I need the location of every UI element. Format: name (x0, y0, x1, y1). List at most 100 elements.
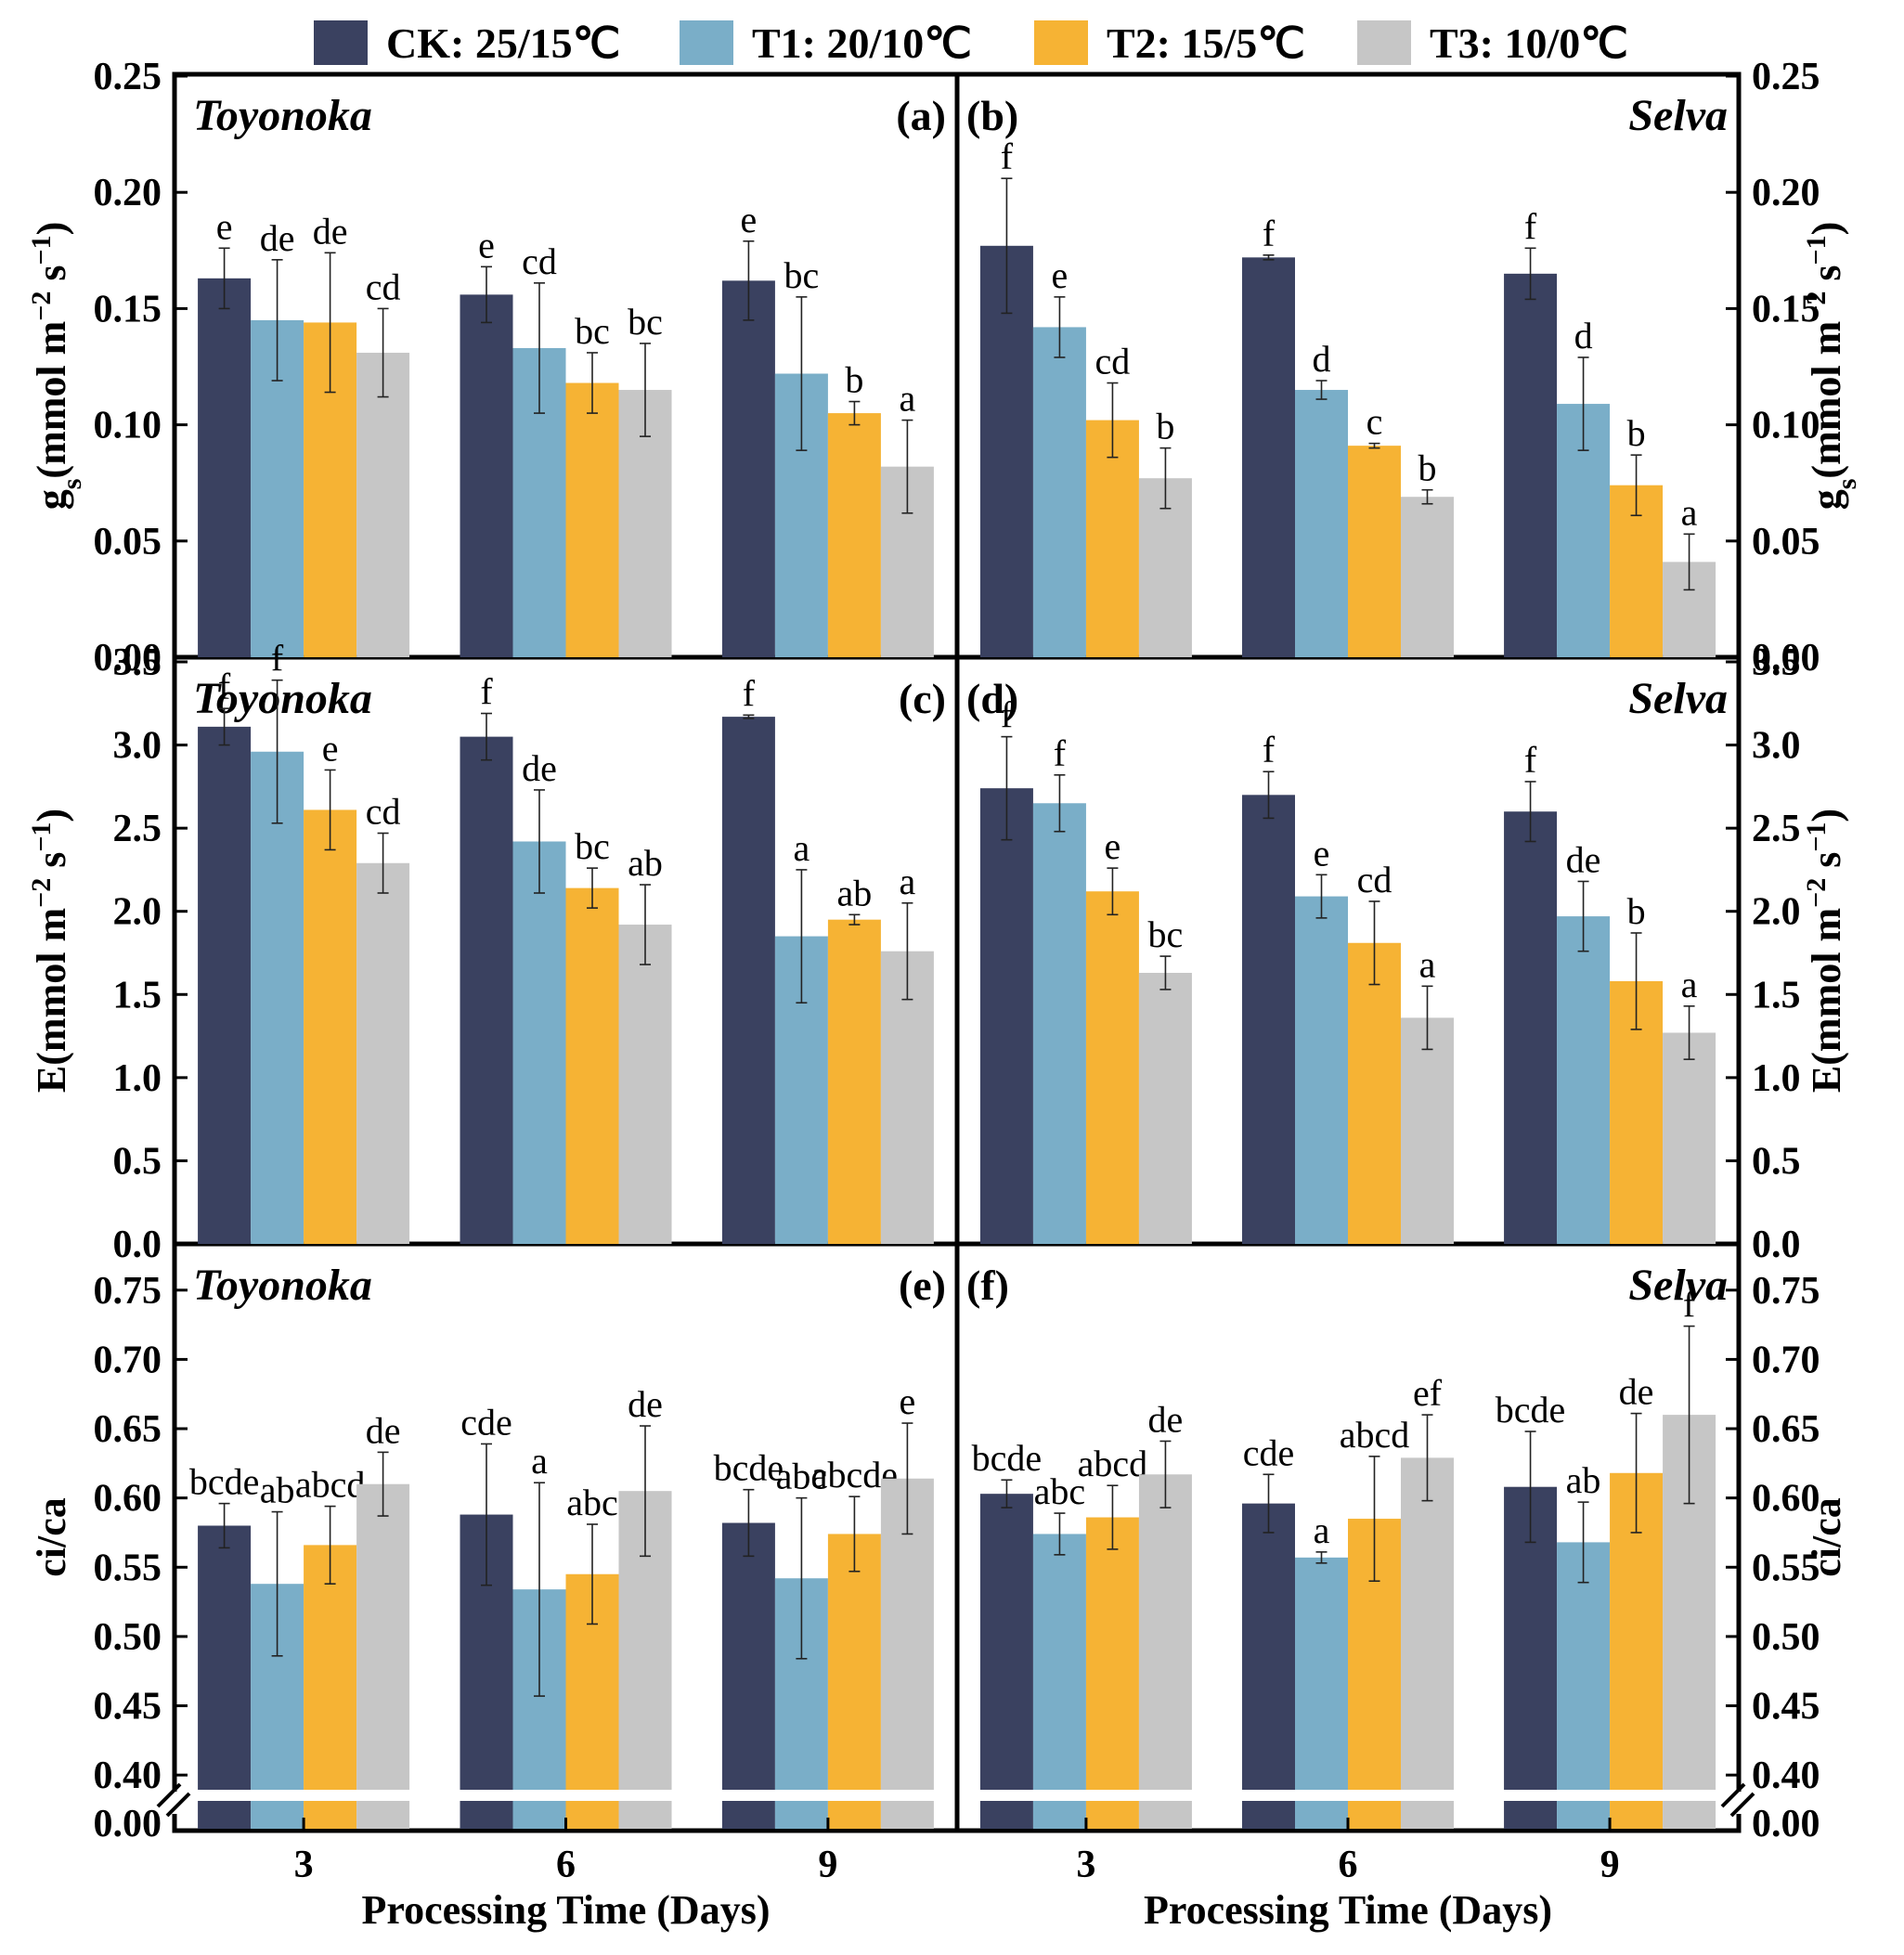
y-tick-label: 0.70 (1752, 1339, 1820, 1381)
bar (512, 841, 566, 1244)
significance-letter: d (1313, 338, 1331, 380)
bar (1401, 497, 1454, 657)
bar-stub (1295, 1801, 1348, 1829)
cultivar-label: Selva (1628, 1261, 1728, 1310)
bar (721, 280, 775, 657)
y-tick-label: 0.45 (94, 1686, 162, 1728)
bar-stub (251, 1801, 304, 1829)
legend-label: T1: 20/10℃ (752, 19, 972, 67)
bar (618, 925, 672, 1244)
significance-letter: a (900, 378, 916, 420)
bar-stub (979, 1801, 1033, 1829)
significance-letter: e (900, 1380, 916, 1422)
bar (1242, 795, 1295, 1244)
significance-letter: bc (628, 301, 663, 343)
axis-break-mark (1729, 1792, 1755, 1818)
bar (827, 413, 881, 657)
y-tick-label: 3.0 (1752, 725, 1801, 768)
y-tick-label: 0.75 (1752, 1270, 1820, 1313)
significance-letter: bcde (972, 1437, 1043, 1479)
y-tick-label: 0.25 (1752, 56, 1820, 98)
x-tick-label: 9 (818, 1844, 837, 1886)
significance-letter: de (313, 210, 348, 252)
bar-stub (721, 1801, 775, 1829)
significance-letter: f (218, 666, 231, 707)
panel-tag: (a) (896, 92, 946, 139)
significance-letter: f (743, 672, 756, 714)
cultivar-label: Toyonoka (193, 1261, 372, 1310)
bar (1401, 1457, 1454, 1790)
legend-label: T2: 15/5℃ (1107, 19, 1305, 67)
bar-stub (565, 1801, 619, 1829)
significance-letter: a (794, 827, 810, 869)
significance-letter: ab (628, 842, 663, 884)
significance-letter: ab (1566, 1459, 1601, 1501)
y-tick-label: 0.75 (94, 1270, 162, 1313)
bar (979, 1494, 1033, 1790)
significance-letter: f (1054, 732, 1067, 774)
y-tick-label: 0.50 (94, 1616, 162, 1659)
panel-tag: (c) (899, 675, 946, 722)
bar-stub (1401, 1801, 1454, 1829)
bar-stub (1610, 1801, 1664, 1829)
bar (1242, 1503, 1295, 1790)
significance-letter: bc (784, 254, 820, 296)
significance-letter: a (1314, 1509, 1330, 1551)
significance-letter: cd (1095, 341, 1131, 382)
y-tick-label: 2.5 (1752, 808, 1801, 850)
bar (1504, 811, 1558, 1244)
y-tick-label: 1.5 (113, 974, 162, 1016)
legend: CK: 25/15℃ T1: 20/10℃ T2: 15/5℃ T3: 10/0℃ (314, 19, 1628, 67)
significance-letter: cd (366, 791, 401, 833)
significance-letter: cd (1357, 859, 1392, 900)
significance-letter: a (1681, 491, 1698, 533)
y-axis-title: E(mmol m−2 s−1) (26, 809, 75, 1093)
bar (1295, 1557, 1348, 1790)
bar-stub (827, 1801, 881, 1829)
significance-letter: f (271, 638, 284, 680)
cultivar-label: Selva (1628, 674, 1728, 723)
bar (356, 862, 410, 1244)
x-tick-label: 3 (294, 1844, 314, 1886)
bar (1348, 446, 1401, 657)
y-tick-label: 1.0 (1752, 1057, 1801, 1100)
bar-stub (356, 1801, 410, 1829)
panel-tag: (d) (966, 675, 1018, 722)
significance-letter: de (1619, 1371, 1654, 1413)
bar (721, 1522, 775, 1790)
significance-letter: e (1052, 254, 1069, 296)
significance-letter: a (1681, 964, 1698, 1005)
bar (1295, 390, 1348, 657)
significance-letter: b (1627, 412, 1646, 454)
significance-letter: abc (566, 1482, 618, 1523)
significance-letter: abcd (1078, 1443, 1148, 1484)
bar-stub (1348, 1801, 1401, 1829)
bar (1348, 942, 1401, 1244)
cultivar-label: Toyonoka (193, 674, 372, 723)
significance-letter: f (1683, 1284, 1696, 1326)
significance-letter: de (628, 1383, 663, 1425)
bar (979, 245, 1033, 657)
y-tick-label: 0.15 (94, 288, 162, 330)
bar (827, 919, 881, 1244)
x-axes: 3 6 9 3 6 9 Processing Time (Days) Processing T… (294, 1818, 1620, 1933)
axis-break-mark (1720, 1782, 1746, 1808)
significance-letter: bcde (1496, 1389, 1566, 1431)
significance-letter: b (845, 359, 863, 401)
significance-letter: a (1419, 943, 1436, 985)
axis-break-mark (156, 1782, 182, 1808)
y-tick-label: 3.5 (113, 641, 162, 684)
legend-label: T3: 10/0℃ (1430, 19, 1628, 67)
x-axis-title: Processing Time (Days) (1144, 1887, 1552, 1933)
y-tick-label: 0.00 (94, 1803, 162, 1845)
significance-letter: de (1566, 838, 1601, 880)
significance-letter: bcde (714, 1447, 784, 1489)
y-tick-label: 0.10 (1752, 405, 1820, 447)
bar (356, 352, 410, 657)
x-tick-label: 3 (1076, 1844, 1095, 1886)
panel-tag: (b) (966, 92, 1018, 139)
